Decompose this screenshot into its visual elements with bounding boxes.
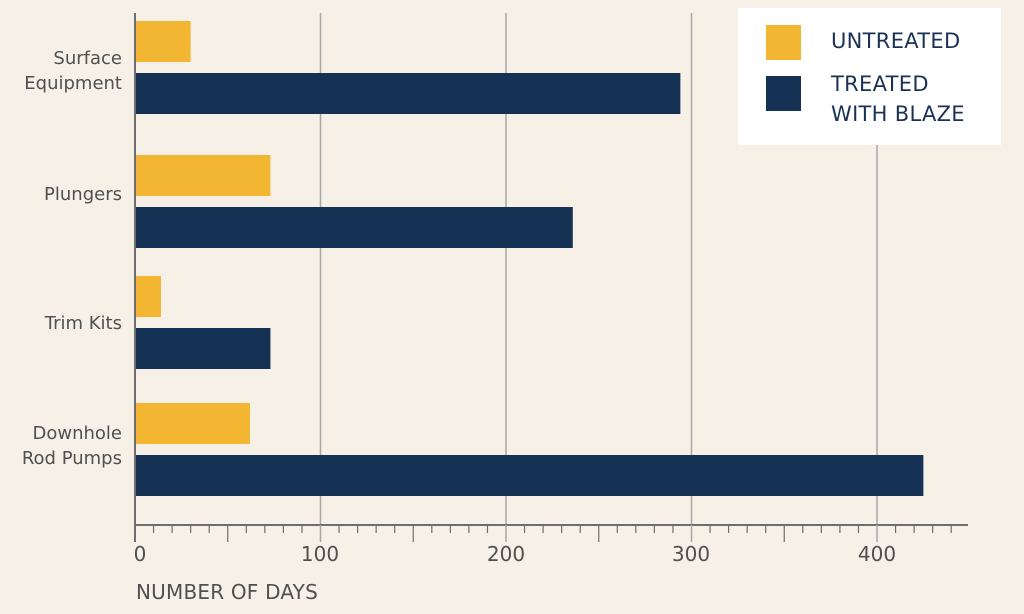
bar-downhole-rod-pumps-treated [135,455,924,496]
legend: UNTREATED TREATED WITH BLAZE [738,8,1001,145]
category-label-plungers: Plungers [44,184,122,205]
x-tick-label-100: 100 [300,542,340,566]
legend-swatch-treated [766,76,801,111]
legend-swatch-untreated [766,25,801,60]
legend-label-treated: TREATED WITH BLAZE [831,72,965,126]
legend-label-untreated: UNTREATED [831,29,961,53]
bar-plungers-untreated [135,155,271,196]
x-tick-label-200: 200 [486,542,526,566]
axes [134,13,968,542]
x-tick-label-0: 0 [133,542,147,566]
bar-surface-equipment-untreated [135,21,191,62]
bar-trim-kits-treated [135,328,271,369]
bar-surface-equipment-treated [135,73,681,114]
x-tick-label-400: 400 [857,542,897,566]
bar-trim-kits-untreated [135,276,161,317]
bar-plungers-treated [135,207,573,248]
bars [135,21,924,496]
x-axis-title: NUMBER OF DAYS [136,580,318,604]
x-tick-label-300: 300 [671,542,711,566]
category-label-downhole-rod-pumps: Downhole Rod Pumps [21,423,122,469]
category-label-surface-equipment: Surface Equipment [24,48,122,94]
category-label-trim-kits: Trim Kits [44,313,122,334]
bar-downhole-rod-pumps-untreated [135,403,251,444]
